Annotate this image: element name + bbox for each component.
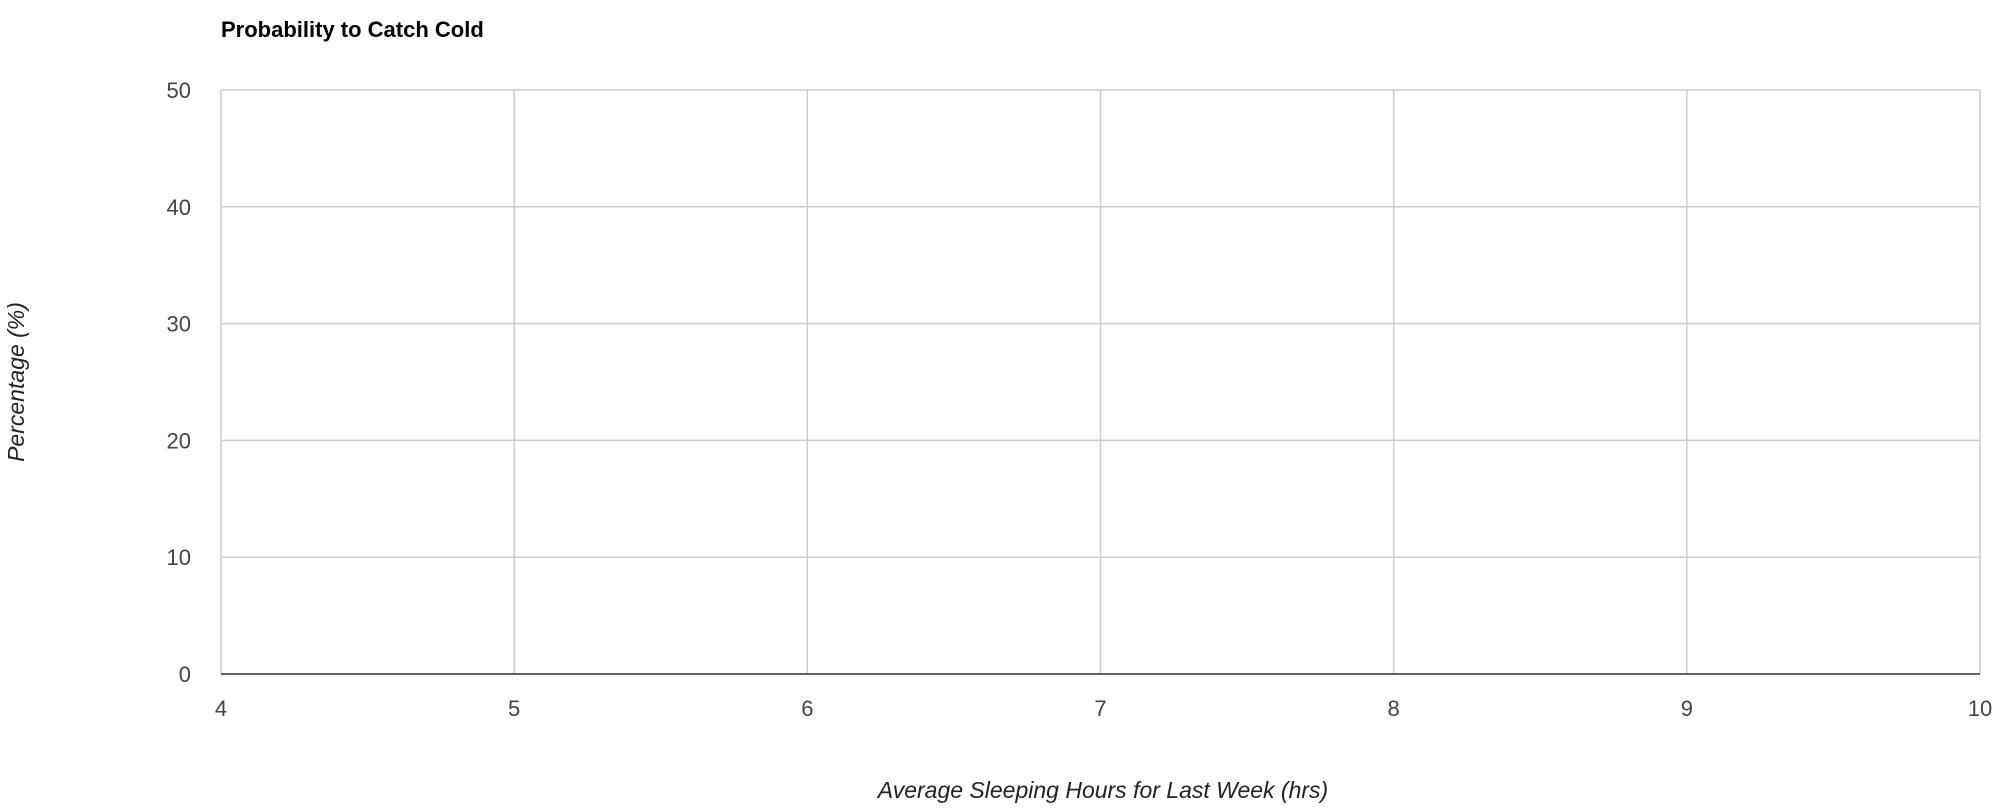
y-tick-label: 0 [179,662,191,687]
y-tick-label: 20 [167,428,191,453]
y-tick-label: 40 [167,195,191,220]
x-tick-label: 9 [1681,696,1693,721]
x-axis-ticks: 4 5 6 7 8 9 10 [215,696,1992,721]
x-tick-label: 6 [801,696,813,721]
plot-area [220,89,1981,675]
x-tick-label: 5 [508,696,520,721]
x-tick-label: 4 [215,696,227,721]
y-tick-label: 10 [167,545,191,570]
grid-layer [220,89,1981,675]
x-tick-label: 7 [1094,696,1106,721]
y-tick-label: 30 [167,312,191,337]
y-axis-ticks: 0 10 20 30 40 50 [167,78,191,687]
chart-title: Probability to Catch Cold [221,17,484,42]
x-axis-title: Average Sleeping Hours for Last Week (hr… [876,777,1328,803]
y-tick-label: 50 [167,78,191,103]
y-axis-title: Percentage (%) [3,302,29,462]
x-tick-label: 10 [1968,696,1992,721]
x-tick-label: 8 [1388,696,1400,721]
